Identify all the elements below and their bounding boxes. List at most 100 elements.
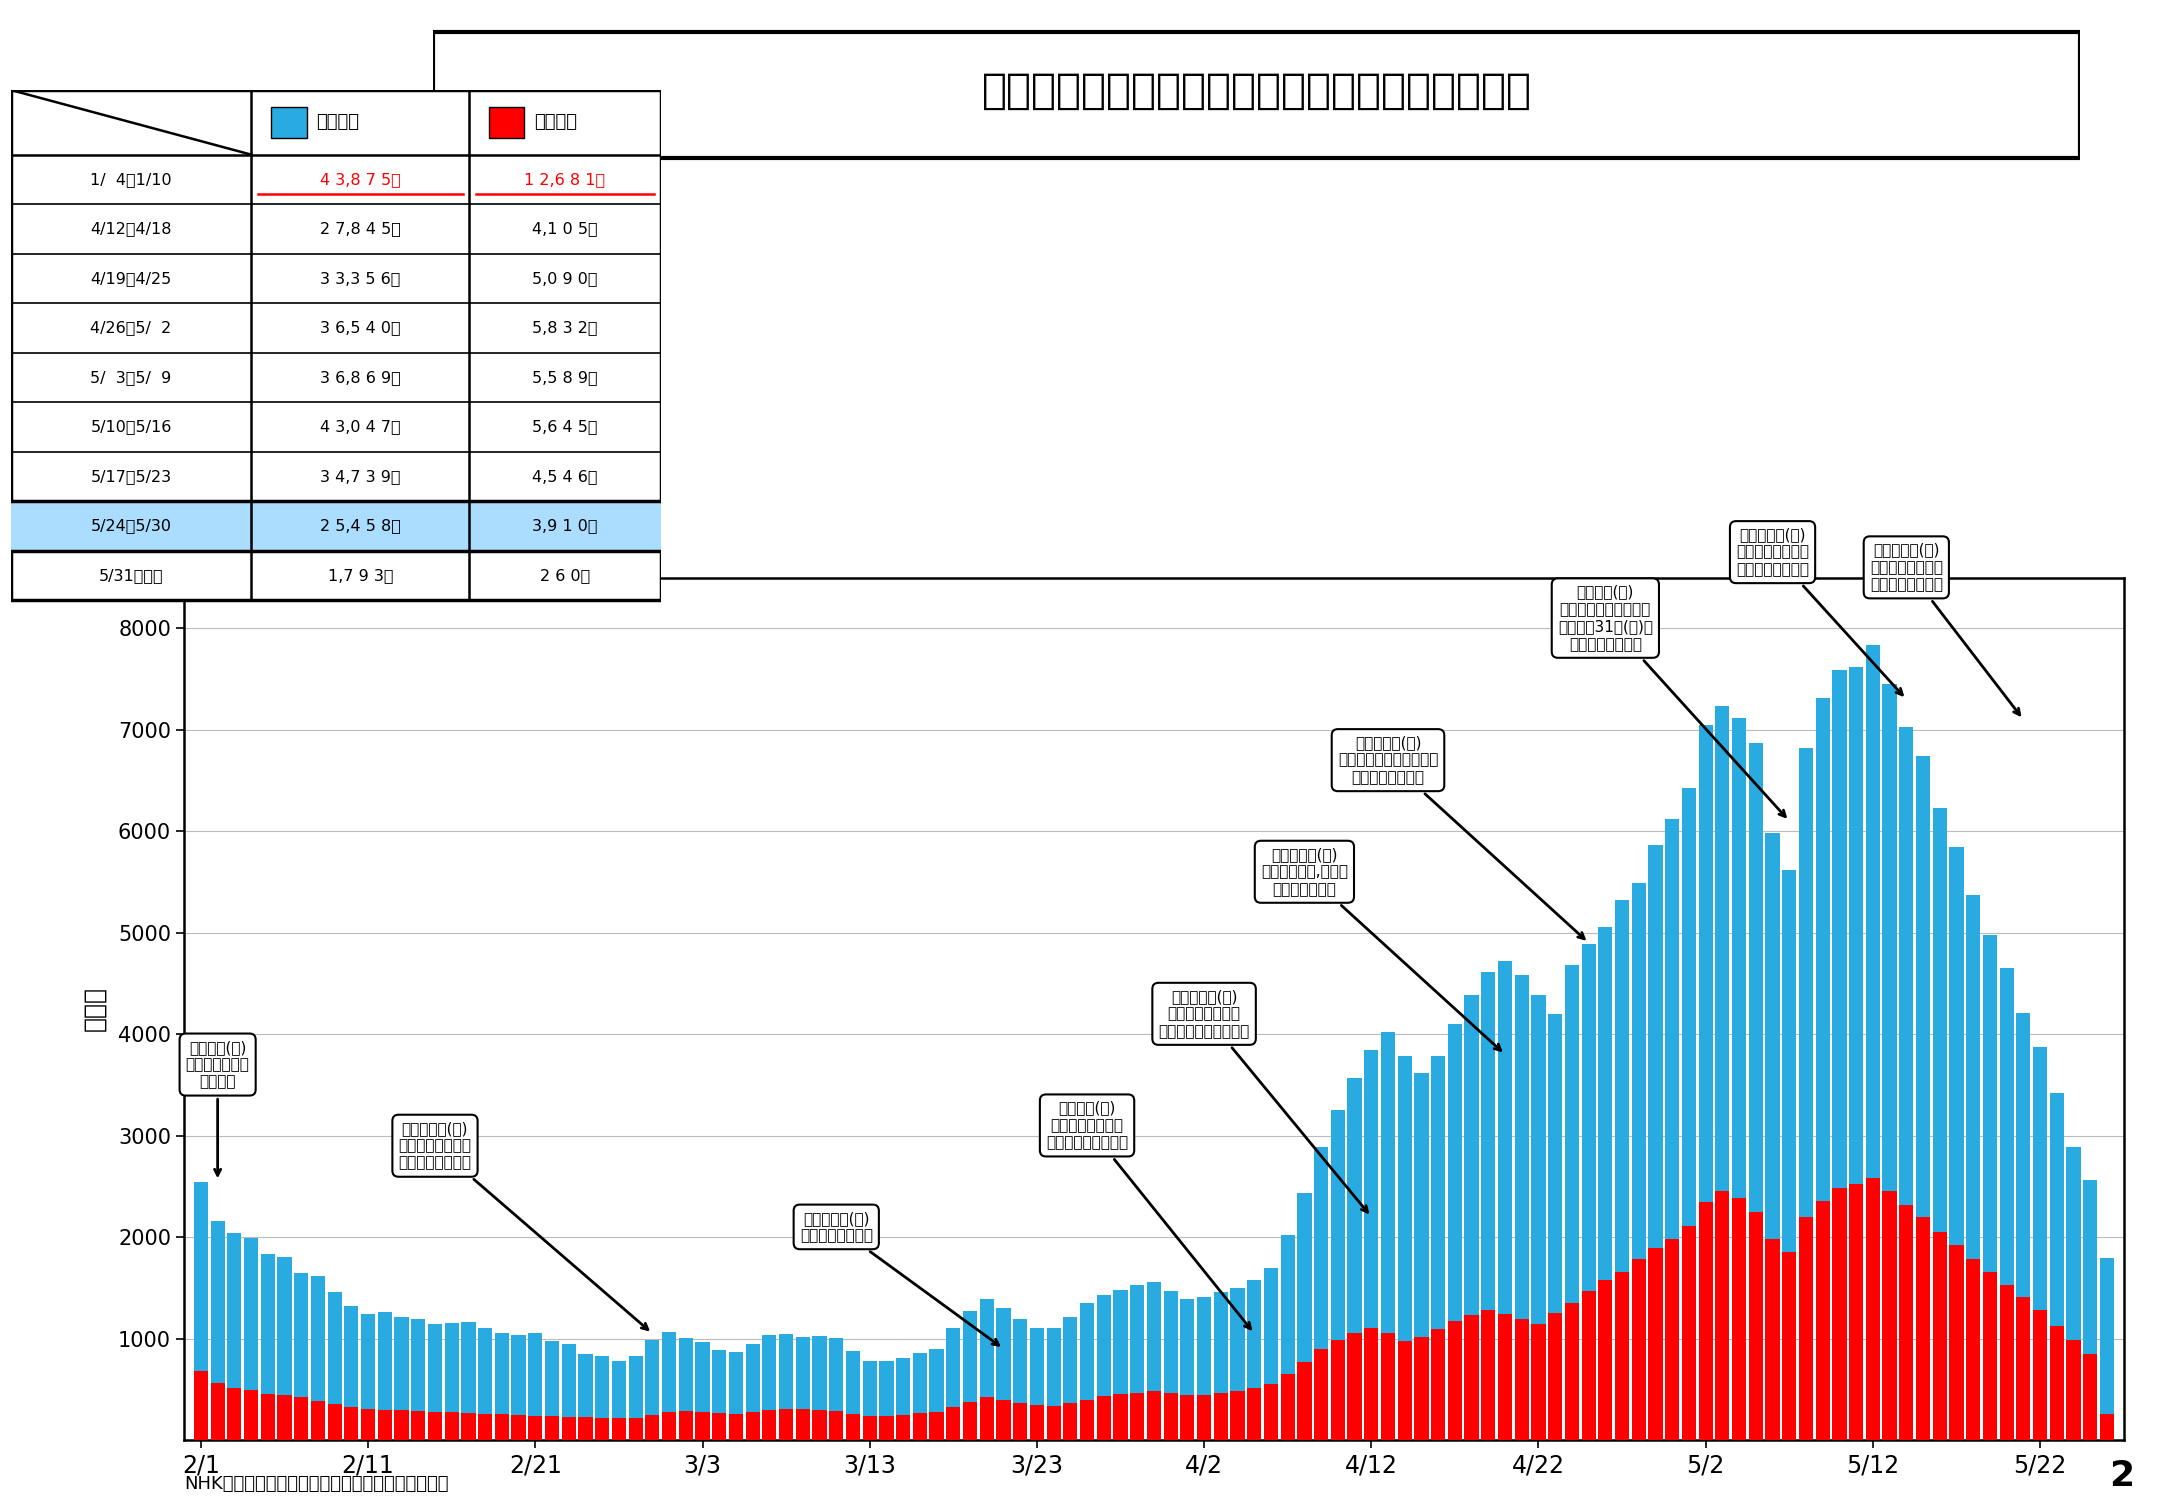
Bar: [1029, 1406, 1044, 1440]
Bar: [1664, 819, 1679, 1440]
Text: 5/24～5/30: 5/24～5/30: [91, 519, 171, 534]
Bar: [1248, 1280, 1261, 1440]
Bar: [2100, 1258, 2115, 1440]
Bar: [245, 1239, 258, 1440]
Bar: [1965, 896, 1981, 1440]
Bar: [1281, 1234, 1296, 1440]
Bar: [1164, 1292, 1177, 1440]
Text: 3 3,3 5 6人: 3 3,3 5 6人: [321, 272, 401, 286]
Bar: [1766, 833, 1779, 1440]
Bar: [1079, 1400, 1094, 1440]
Bar: [2033, 1310, 2048, 1440]
Bar: [394, 1317, 410, 1440]
Text: ２月２日(火)
緊急事態宣言の
延長決定: ２月２日(火) 緊急事態宣言の 延長決定: [186, 1040, 249, 1176]
Text: 1,7 9 3人: 1,7 9 3人: [327, 568, 392, 584]
Bar: [795, 1408, 810, 1440]
Bar: [1649, 1248, 1662, 1440]
Text: 4 3,8 7 5人: 4 3,8 7 5人: [321, 172, 401, 188]
Text: NHK「新型コロナウイルス　特設サイト」から引用: NHK「新型コロナウイルス 特設サイト」から引用: [184, 1474, 449, 1492]
Bar: [1465, 1314, 1478, 1440]
Bar: [2082, 1180, 2098, 1440]
Text: 5/31（月）: 5/31（月）: [100, 568, 163, 584]
Bar: [310, 1276, 325, 1440]
Text: ：東京都: ：東京都: [535, 114, 576, 132]
Bar: [1497, 962, 1513, 1440]
Bar: [728, 1353, 743, 1440]
Bar: [310, 1401, 325, 1440]
Bar: [862, 1416, 878, 1440]
Bar: [1482, 1310, 1495, 1440]
Bar: [228, 1233, 241, 1440]
Bar: [193, 1182, 208, 1440]
Bar: [494, 1334, 509, 1440]
Bar: [962, 1311, 977, 1440]
Bar: [511, 1414, 527, 1440]
Bar: [1146, 1282, 1162, 1440]
Bar: [1064, 1404, 1077, 1440]
Text: 4/19～4/25: 4/19～4/25: [91, 272, 171, 286]
Bar: [1799, 1216, 1814, 1440]
Bar: [1731, 717, 1747, 1440]
Bar: [1430, 1056, 1445, 1440]
Bar: [912, 1413, 927, 1440]
Bar: [1515, 975, 1530, 1440]
Bar: [427, 1412, 442, 1440]
Bar: [2082, 1353, 2098, 1440]
Bar: [763, 1410, 776, 1440]
Bar: [561, 1418, 576, 1440]
Bar: [529, 1416, 542, 1440]
Bar: [1614, 900, 1630, 1440]
Bar: [947, 1407, 960, 1440]
Bar: [1313, 1146, 1328, 1440]
Bar: [412, 1320, 425, 1440]
Bar: [2050, 1326, 2063, 1440]
FancyBboxPatch shape: [11, 501, 661, 550]
Bar: [1582, 944, 1595, 1440]
Bar: [479, 1414, 492, 1440]
Bar: [1430, 1329, 1445, 1440]
Text: 2 6 0人: 2 6 0人: [540, 568, 589, 584]
Bar: [1448, 1024, 1463, 1440]
Text: 5,6 4 5人: 5,6 4 5人: [533, 420, 598, 435]
Text: ３月２１日(日)
緊急事態宣言解除: ３月２１日(日) 緊急事態宣言解除: [800, 1210, 999, 1346]
Bar: [1348, 1334, 1361, 1440]
Bar: [1365, 1050, 1378, 1440]
Bar: [1582, 1292, 1595, 1440]
Bar: [830, 1338, 843, 1440]
Text: 2 7,8 4 5人: 2 7,8 4 5人: [321, 222, 401, 237]
Text: 5,5 8 9人: 5,5 8 9人: [533, 370, 598, 386]
Y-axis label: （人）: （人）: [82, 987, 106, 1032]
Bar: [895, 1358, 910, 1440]
Bar: [880, 1360, 893, 1440]
Bar: [1866, 645, 1881, 1440]
Bar: [1482, 972, 1495, 1440]
Bar: [362, 1408, 375, 1440]
Bar: [1781, 1252, 1796, 1440]
Bar: [1164, 1394, 1177, 1440]
Bar: [1833, 1188, 1846, 1440]
Bar: [2067, 1146, 2080, 1440]
Bar: [1547, 1312, 1562, 1440]
Bar: [377, 1410, 392, 1440]
Bar: [228, 1389, 241, 1440]
Bar: [1079, 1302, 1094, 1440]
Bar: [579, 1418, 592, 1440]
Bar: [1298, 1362, 1311, 1440]
Bar: [462, 1413, 475, 1440]
Bar: [1380, 1334, 1396, 1440]
Bar: [1816, 1202, 1829, 1440]
Bar: [1047, 1406, 1060, 1440]
Bar: [646, 1340, 659, 1440]
Text: ４月５日(月)
大阪・兵庫・宮城
まん延防止適用開始: ４月５日(月) 大阪・兵庫・宮城 まん延防止適用開始: [1047, 1101, 1250, 1329]
Bar: [1097, 1294, 1112, 1440]
Bar: [795, 1336, 810, 1440]
Bar: [778, 1408, 793, 1440]
Bar: [661, 1412, 676, 1440]
Bar: [1348, 1078, 1361, 1440]
Bar: [1547, 1014, 1562, 1440]
Bar: [1682, 1226, 1697, 1440]
Bar: [1532, 994, 1545, 1440]
Bar: [2067, 1340, 2080, 1440]
Bar: [529, 1332, 542, 1440]
Text: 5,8 3 2人: 5,8 3 2人: [533, 321, 598, 336]
